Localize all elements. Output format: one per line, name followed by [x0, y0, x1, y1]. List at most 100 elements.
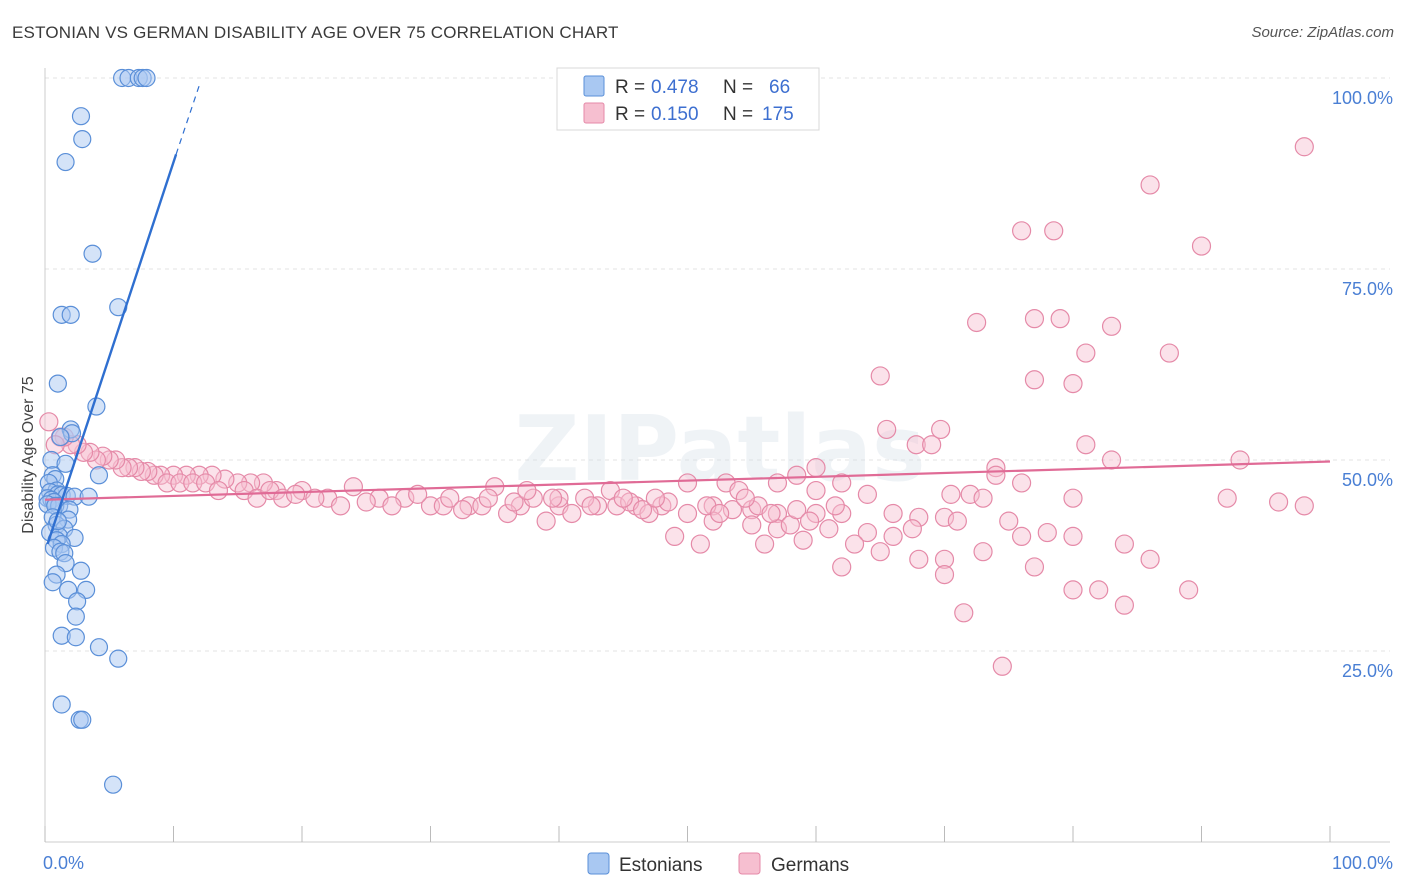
german-point — [343, 477, 363, 497]
german-point — [575, 488, 595, 508]
german-point — [906, 435, 926, 455]
german-point — [645, 488, 665, 508]
y-tick-label: 25.0% — [1342, 661, 1393, 681]
german-point — [787, 465, 807, 485]
german-point — [992, 656, 1012, 676]
german-point — [931, 419, 951, 440]
y-tick-labels: 25.0% 50.0% 75.0% 100.0% — [1332, 88, 1393, 681]
german-point — [806, 458, 826, 478]
german-point — [819, 519, 839, 539]
estonian-point — [51, 427, 70, 447]
estonian-point — [104, 775, 123, 794]
german-points — [39, 137, 1314, 676]
german-point — [1101, 450, 1122, 470]
german-point — [208, 480, 229, 501]
german-point — [632, 500, 653, 520]
trendlines — [44, 85, 1331, 545]
german-point — [954, 603, 974, 623]
german-point — [1063, 580, 1083, 600]
estonian-point — [52, 695, 71, 714]
german-point — [1101, 316, 1122, 336]
german-point — [1089, 580, 1109, 600]
bottom-legend-germans: Germans — [771, 855, 849, 876]
legend-swatch-german — [583, 102, 605, 124]
german-point — [832, 557, 852, 577]
german-point — [39, 412, 59, 432]
german-point — [844, 534, 865, 554]
german-point — [1114, 534, 1135, 554]
german-point — [877, 419, 897, 440]
x-tick-labels: 0.0% 100.0% — [43, 853, 1393, 873]
german-point — [1050, 309, 1070, 329]
german-point — [1294, 137, 1314, 157]
estonian-point — [89, 466, 109, 485]
german-point — [285, 484, 306, 504]
estonian-point — [79, 487, 98, 506]
german-point — [1191, 236, 1212, 256]
estonian-point — [89, 638, 109, 657]
german-point — [498, 503, 518, 524]
german-point — [478, 488, 498, 508]
legend-box: R = 0.478 N = 66 R = 0.150 N = 175 — [556, 67, 820, 131]
legend-n-label: N = — [723, 104, 753, 125]
german-point — [947, 511, 967, 531]
german-point — [677, 473, 698, 493]
german-point — [922, 435, 942, 455]
german-point — [787, 500, 807, 520]
german-point — [562, 503, 582, 524]
x-tick-label: 100.0% — [1332, 853, 1393, 873]
german-point — [1076, 435, 1096, 455]
german-point — [453, 500, 473, 520]
legend-n-value: 175 — [762, 104, 794, 125]
german-point — [1063, 374, 1083, 394]
german-point — [832, 473, 852, 493]
german-point — [151, 465, 171, 485]
german-point — [870, 542, 890, 562]
german-point — [857, 522, 878, 543]
german-point — [1076, 343, 1096, 363]
german-point — [1037, 522, 1057, 543]
bottom-legend-swatch-estonians — [587, 852, 610, 875]
legend-n-label: N = — [723, 77, 753, 98]
german-point — [472, 496, 492, 516]
german-point — [941, 484, 961, 504]
german-point — [1024, 557, 1045, 577]
german-point — [607, 496, 627, 516]
german-point — [138, 461, 158, 482]
estonian-point — [109, 649, 128, 668]
estonian-point — [68, 592, 87, 611]
estonian-point — [66, 607, 85, 626]
german-point — [677, 503, 698, 524]
german-point — [761, 503, 781, 524]
german-point — [973, 488, 993, 508]
german-point — [806, 503, 826, 524]
german-point — [1063, 526, 1083, 547]
legend-n-value: 66 — [769, 77, 790, 98]
german-point — [909, 549, 929, 569]
german-point — [1114, 595, 1135, 615]
estonian-point — [48, 374, 67, 393]
german-point — [215, 469, 235, 489]
german-point — [729, 480, 749, 501]
german-point — [742, 515, 762, 535]
source-label: Source: ZipAtlas.com — [1251, 24, 1394, 41]
german-point — [857, 484, 878, 504]
legend-r-value: 0.150 — [651, 104, 699, 125]
german-point — [504, 492, 524, 512]
german-point — [1140, 175, 1160, 195]
german-point — [356, 492, 376, 512]
german-point — [883, 503, 903, 524]
estonian-point — [66, 628, 85, 647]
german-point — [832, 503, 852, 524]
estonian-trendline-extension — [175, 85, 200, 155]
german-point — [934, 564, 955, 585]
german-point — [799, 511, 820, 531]
german-point — [440, 488, 460, 508]
german-point — [767, 503, 788, 524]
german-point — [382, 496, 402, 516]
german-point — [960, 484, 980, 504]
german-point — [710, 503, 730, 524]
y-tick-label: 100.0% — [1332, 88, 1393, 108]
german-point — [228, 473, 248, 493]
